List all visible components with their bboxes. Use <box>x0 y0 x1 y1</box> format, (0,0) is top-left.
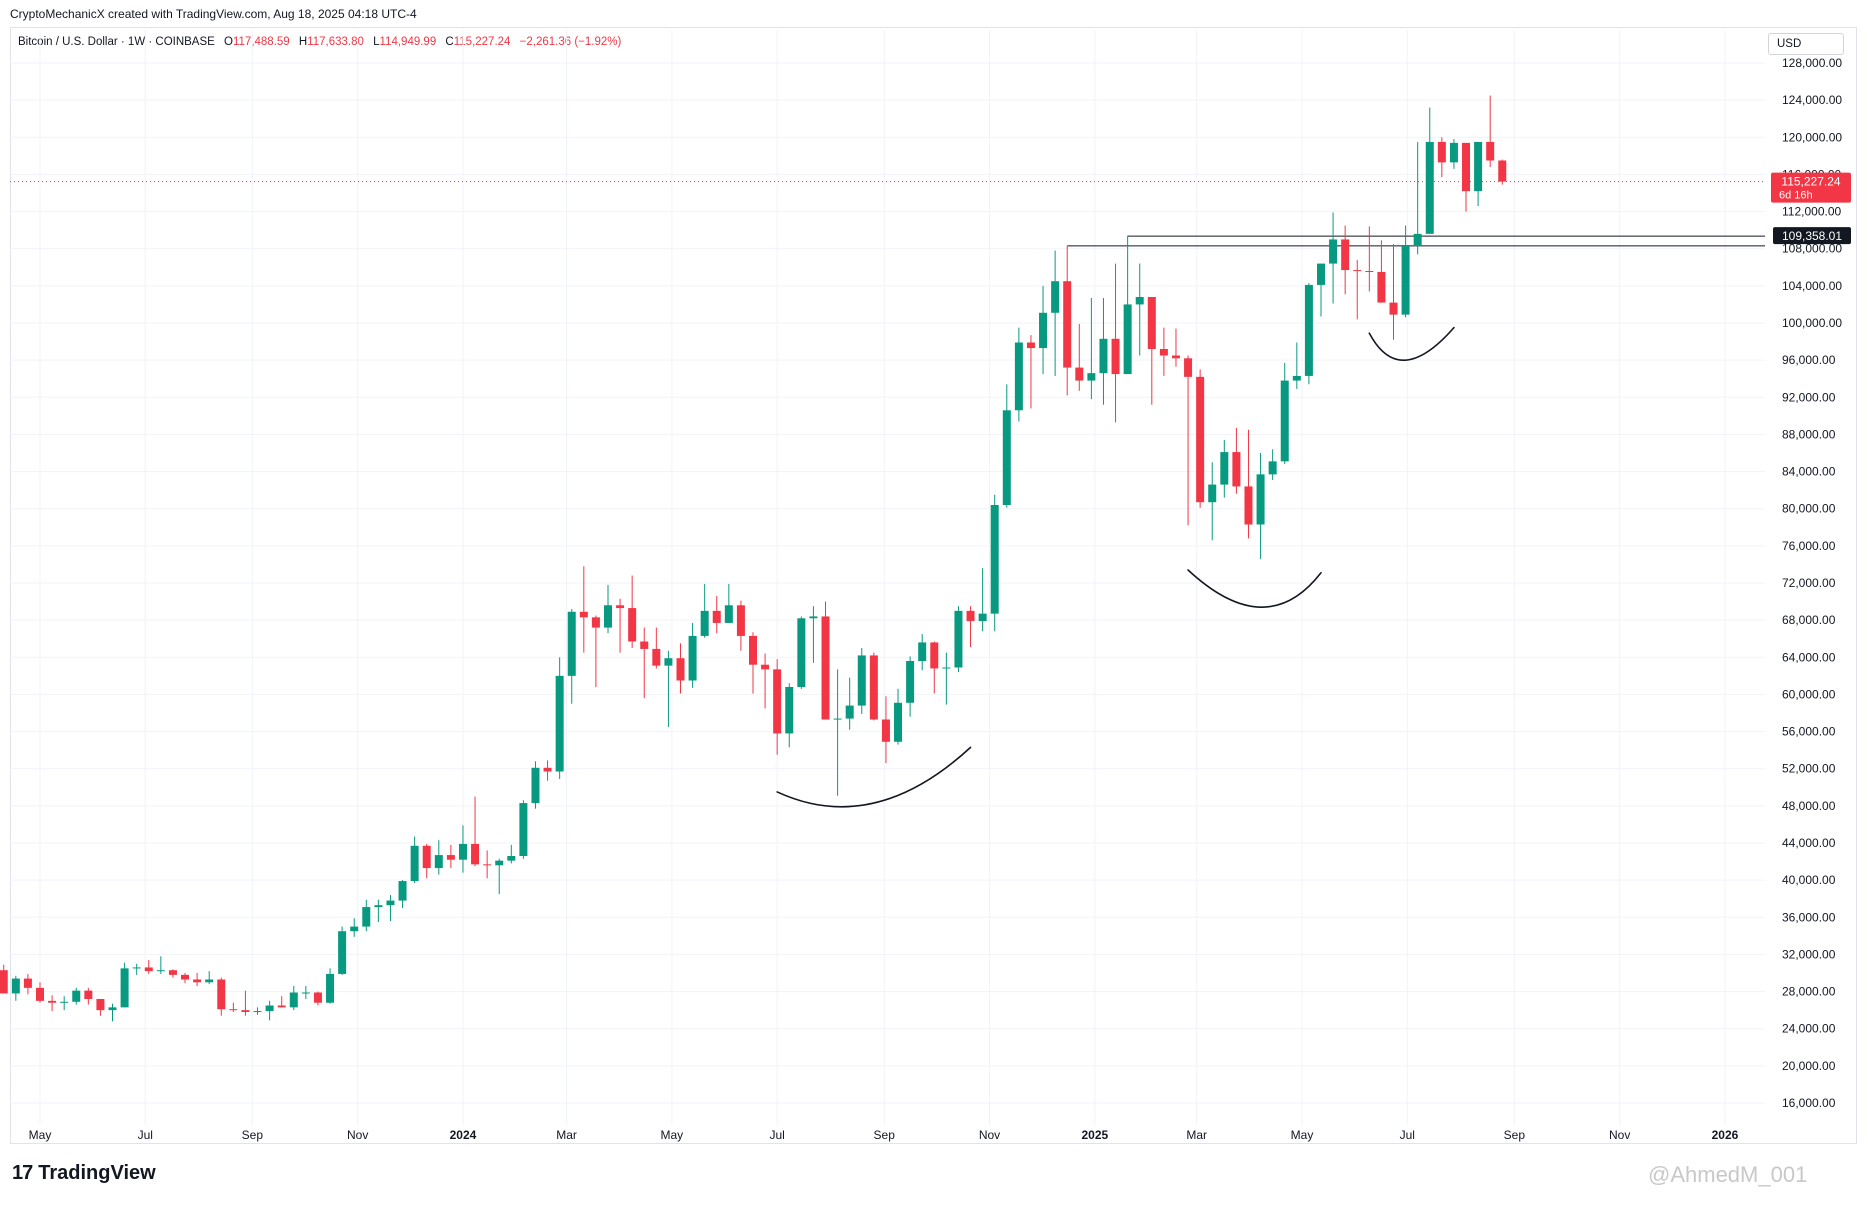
candle-body <box>0 970 8 994</box>
symbol-name: Bitcoin / U.S. Dollar · 1W · COINBASE <box>18 36 215 48</box>
tradingview-logo-icon: 17 <box>12 1162 33 1184</box>
author-watermark: @AhmedM_001 <box>1648 1162 1808 1187</box>
currency-button[interactable]: USD <box>1768 33 1844 55</box>
low-label: L <box>373 36 380 48</box>
open-value: 117,488.59 <box>232 36 290 48</box>
tradingview-logo[interactable]: 17 TradingView <box>12 1162 156 1185</box>
tradingview-logo-text: TradingView <box>38 1162 156 1184</box>
close-value: 115,227.24 <box>453 36 511 48</box>
change-value: −2,261.36 (−1.92%) <box>519 36 622 48</box>
high-label: H <box>298 36 308 48</box>
close-label: C <box>445 36 454 48</box>
high-value: 117,633.80 <box>307 36 364 48</box>
chart-credit: CryptoMechanicX created with TradingView… <box>10 7 417 21</box>
low-value: 114,949.99 <box>379 36 437 48</box>
chart-frame[interactable] <box>10 27 1857 1144</box>
candle <box>0 964 8 994</box>
symbol-legend: Bitcoin / U.S. Dollar · 1W · COINBASE O1… <box>18 36 621 48</box>
open-label: O <box>224 36 233 48</box>
